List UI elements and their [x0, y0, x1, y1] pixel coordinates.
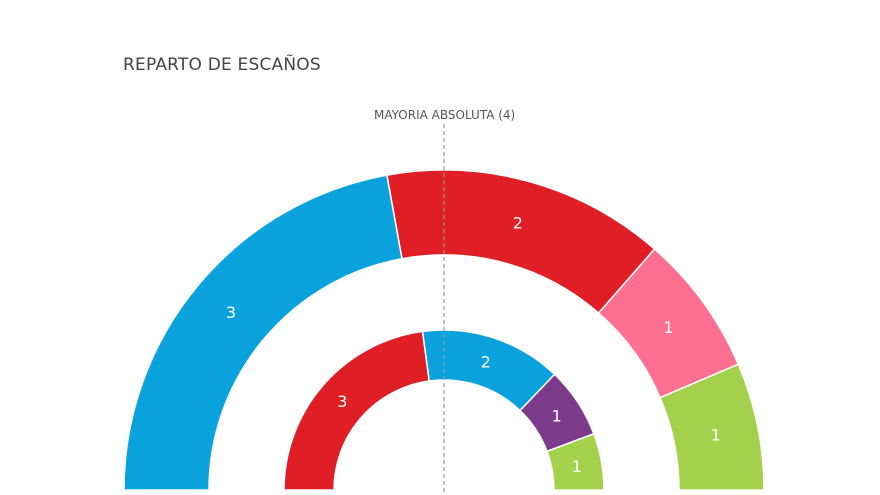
inner-ring-slice-3-value-label: 1	[552, 407, 562, 426]
inner-ring-slice-1	[283, 330, 431, 491]
chart-title: REPARTO DE ESCAÑOS	[123, 55, 321, 75]
inner-ring-slice-4-value-label: 1	[572, 457, 582, 476]
inner-ring-slice-4	[546, 432, 605, 491]
outer-ring-slice-2-value-label: 2	[513, 214, 523, 233]
outer-ring-slice-2	[386, 169, 656, 315]
outer-ring-slice-1	[123, 174, 403, 491]
majority-label: MAYORIA ABSOLUTA (4)	[374, 108, 516, 122]
outer-ring-slice-3-value-label: 1	[663, 318, 673, 337]
outer-ring-slice-4	[659, 363, 765, 491]
outer-ring-slice-4-value-label: 1	[711, 425, 721, 444]
inner-ring-slice-2-value-label: 2	[481, 353, 491, 372]
inner-ring-slice-1-value-label: 3	[337, 392, 347, 411]
outer-ring-slice-1-value-label: 3	[226, 303, 236, 322]
